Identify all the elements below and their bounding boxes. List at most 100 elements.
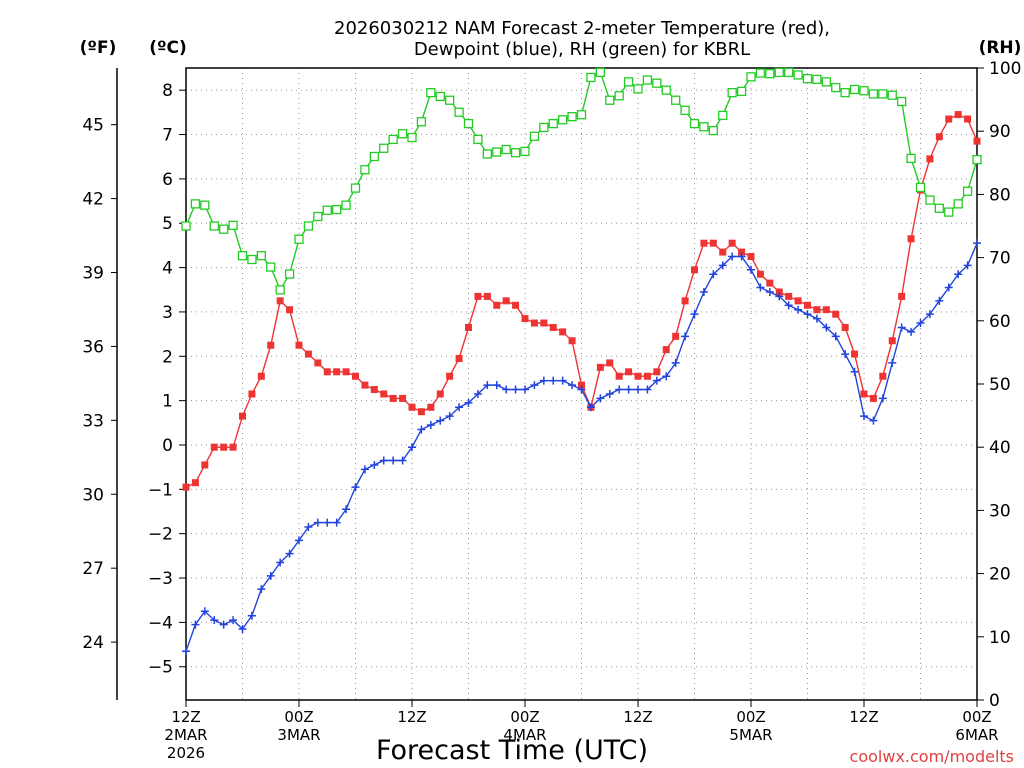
rh-point (802, 74, 813, 84)
celsius-tick-label: 2 (162, 347, 173, 367)
celsius-tick-label: 3 (162, 303, 173, 323)
time-tick-label: 4MAR (503, 726, 546, 744)
rh-point (350, 183, 361, 193)
rh-point (492, 147, 502, 157)
rh-point (661, 85, 671, 95)
rh-point (586, 72, 596, 83)
rh-point (708, 125, 718, 136)
temperature-point (248, 390, 256, 398)
temperature-point (549, 323, 557, 331)
temperature-point (512, 301, 520, 309)
rh-point (247, 254, 257, 265)
rh-point (256, 251, 266, 261)
temperature-point (719, 248, 727, 256)
temperature-point (634, 372, 642, 380)
temperature-point (804, 301, 811, 309)
temperature-point (879, 372, 887, 380)
dewpoint-point (897, 323, 906, 332)
temperature-point (210, 443, 218, 451)
rh-tick-label: 80 (989, 185, 1011, 205)
temperature-point (257, 372, 265, 380)
dewpoint-point (182, 647, 190, 656)
temperature-point (521, 315, 529, 323)
rh-point (463, 118, 474, 129)
rh-tick-label: 70 (989, 249, 1011, 269)
dewpoint-point (850, 367, 859, 376)
temperature-point (926, 155, 934, 163)
temperature-point (841, 323, 849, 331)
rh-point (897, 96, 907, 107)
dewpoint-point (803, 310, 812, 319)
dewpoint-point (643, 385, 652, 394)
dewpoint-point (530, 381, 539, 390)
dewpoint-point (426, 421, 435, 430)
temperature-point (851, 350, 859, 358)
rh-point (652, 78, 662, 88)
dewpoint-point (671, 358, 680, 367)
dewpoint-point (257, 585, 266, 594)
temperature-point (352, 372, 359, 380)
temperature-point (370, 386, 378, 394)
rh-point (699, 122, 709, 132)
dewpoint-point (313, 518, 322, 527)
dewpoint-point (389, 456, 398, 465)
rh-point (510, 148, 521, 158)
temperature-point (540, 319, 548, 327)
dewpoint-point (276, 558, 285, 567)
temperature-point (333, 368, 341, 376)
temperature-point (954, 111, 962, 119)
rh-point (623, 77, 634, 87)
temperature-point (709, 239, 717, 247)
temperature-point (681, 297, 689, 305)
temperature-point (625, 368, 633, 376)
dewpoint-point (831, 332, 840, 341)
rh-point (200, 200, 210, 210)
rh-line (185, 71, 978, 292)
rh-tick-label: 0 (989, 691, 1000, 711)
dewpoint-point (304, 523, 313, 532)
dewpoint-point (662, 372, 671, 381)
dewpoint-point (916, 319, 925, 328)
rh-point (407, 132, 417, 143)
temperature-point (756, 270, 764, 278)
temperature-point (747, 252, 755, 260)
rh-tick-label: 60 (989, 312, 1011, 332)
temperature-point (191, 479, 199, 487)
rh-point (605, 95, 615, 105)
dewpoint-point (888, 358, 897, 367)
celsius-tick-label: −1 (148, 480, 173, 500)
rh-point (501, 144, 511, 155)
celsius-axis-title: (ºC) (149, 38, 187, 58)
dewpoint-point (747, 265, 755, 274)
dewpoint-point (634, 385, 642, 394)
rh-point (633, 84, 643, 94)
rh-point (237, 251, 248, 261)
temperature-point (775, 288, 783, 296)
time-tick-label: 12Z (849, 708, 878, 726)
rh-point (228, 220, 238, 231)
dewpoint-point (492, 381, 501, 390)
temperature-point (304, 350, 312, 358)
temperature-point (643, 372, 651, 380)
rh-tick-label: 100 (989, 59, 1021, 79)
dewpoint-point (332, 518, 341, 527)
temperature-point (389, 394, 397, 402)
celsius-tick-label: 4 (162, 259, 173, 279)
dewpoint-point (822, 323, 831, 332)
dewpoint-point (794, 305, 803, 314)
rh-point (209, 221, 219, 231)
temperature-point (653, 368, 661, 376)
time-tick-label: 2MAR (164, 726, 207, 744)
temperature-point (898, 292, 906, 300)
temperature-point (728, 239, 736, 247)
dewpoint-point (436, 416, 445, 425)
rh-point (454, 107, 464, 117)
dewpoint-point (954, 270, 963, 279)
temperature-point (446, 372, 454, 380)
rh-point (266, 262, 276, 272)
dewpoint-point (266, 571, 275, 580)
rh-point (746, 72, 756, 82)
rh-point (859, 86, 869, 96)
dewpoint-point (860, 412, 868, 421)
temperature-point (530, 319, 538, 327)
